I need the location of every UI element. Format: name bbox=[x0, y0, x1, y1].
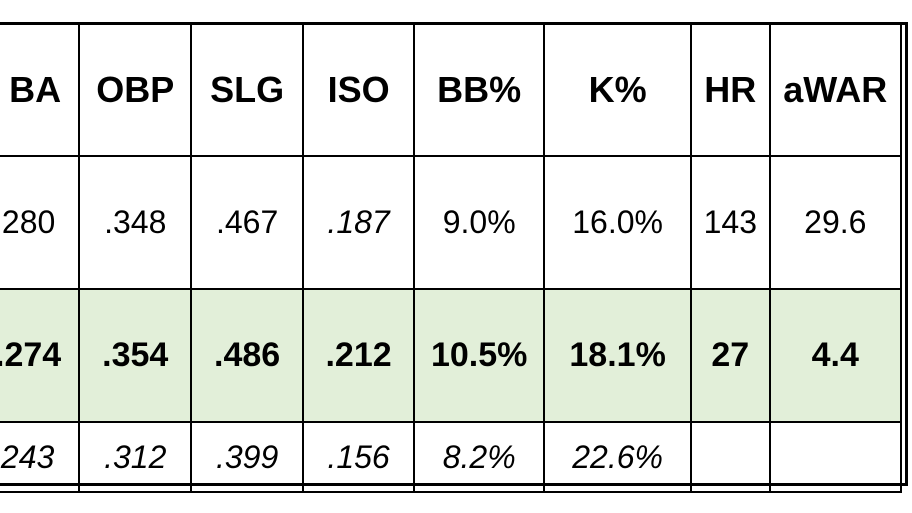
header-awar: aWAR bbox=[768, 22, 903, 157]
cell-k-pct: 22.6% bbox=[543, 421, 693, 493]
cell-bb-pct: 10.5% bbox=[413, 288, 546, 423]
header-slg: SLG bbox=[190, 22, 304, 157]
cell-slg: .486 bbox=[190, 288, 304, 423]
cell-slg: .399 bbox=[190, 421, 304, 493]
cell-iso: .212 bbox=[301, 288, 416, 423]
cell-ba: .274 bbox=[0, 288, 81, 423]
header-row: BA OBP SLG ISO BB% K% HR aWAR bbox=[0, 22, 903, 157]
cell-awar: 4.4 bbox=[768, 288, 903, 423]
cell-obp: .348 bbox=[78, 155, 193, 290]
cell-obp: .312 bbox=[78, 421, 193, 493]
cell-bb-pct: 8.2% bbox=[413, 421, 546, 493]
header-hr: HR bbox=[690, 22, 771, 157]
cell-awar bbox=[768, 421, 903, 493]
cell-obp: .354 bbox=[78, 288, 193, 423]
stats-table: BA OBP SLG ISO BB% K% HR aWAR .280 .348 … bbox=[0, 22, 903, 493]
cell-k-pct: 18.1% bbox=[543, 288, 693, 423]
cell-hr: 143 bbox=[690, 155, 771, 290]
cell-k-pct: 16.0% bbox=[543, 155, 693, 290]
cell-ba: .243 bbox=[0, 421, 81, 493]
header-ba: BA bbox=[0, 22, 81, 157]
header-bb-pct: BB% bbox=[413, 22, 546, 157]
header-k-pct: K% bbox=[543, 22, 693, 157]
header-iso: ISO bbox=[301, 22, 416, 157]
cell-hr bbox=[690, 421, 771, 493]
cell-iso: .187 bbox=[301, 155, 416, 290]
table-row: .280 .348 .467 .187 9.0% 16.0% 143 29.6 bbox=[0, 155, 903, 290]
table-row: .243 .312 .399 .156 8.2% 22.6% bbox=[0, 421, 903, 493]
header-obp: OBP bbox=[78, 22, 193, 157]
cell-hr: 27 bbox=[690, 288, 771, 423]
cell-iso: .156 bbox=[301, 421, 416, 493]
cell-bb-pct: 9.0% bbox=[413, 155, 546, 290]
table-row-highlighted: .274 .354 .486 .212 10.5% 18.1% 27 4.4 bbox=[0, 288, 903, 423]
cell-slg: .467 bbox=[190, 155, 304, 290]
cell-ba: .280 bbox=[0, 155, 81, 290]
cell-awar: 29.6 bbox=[768, 155, 903, 290]
